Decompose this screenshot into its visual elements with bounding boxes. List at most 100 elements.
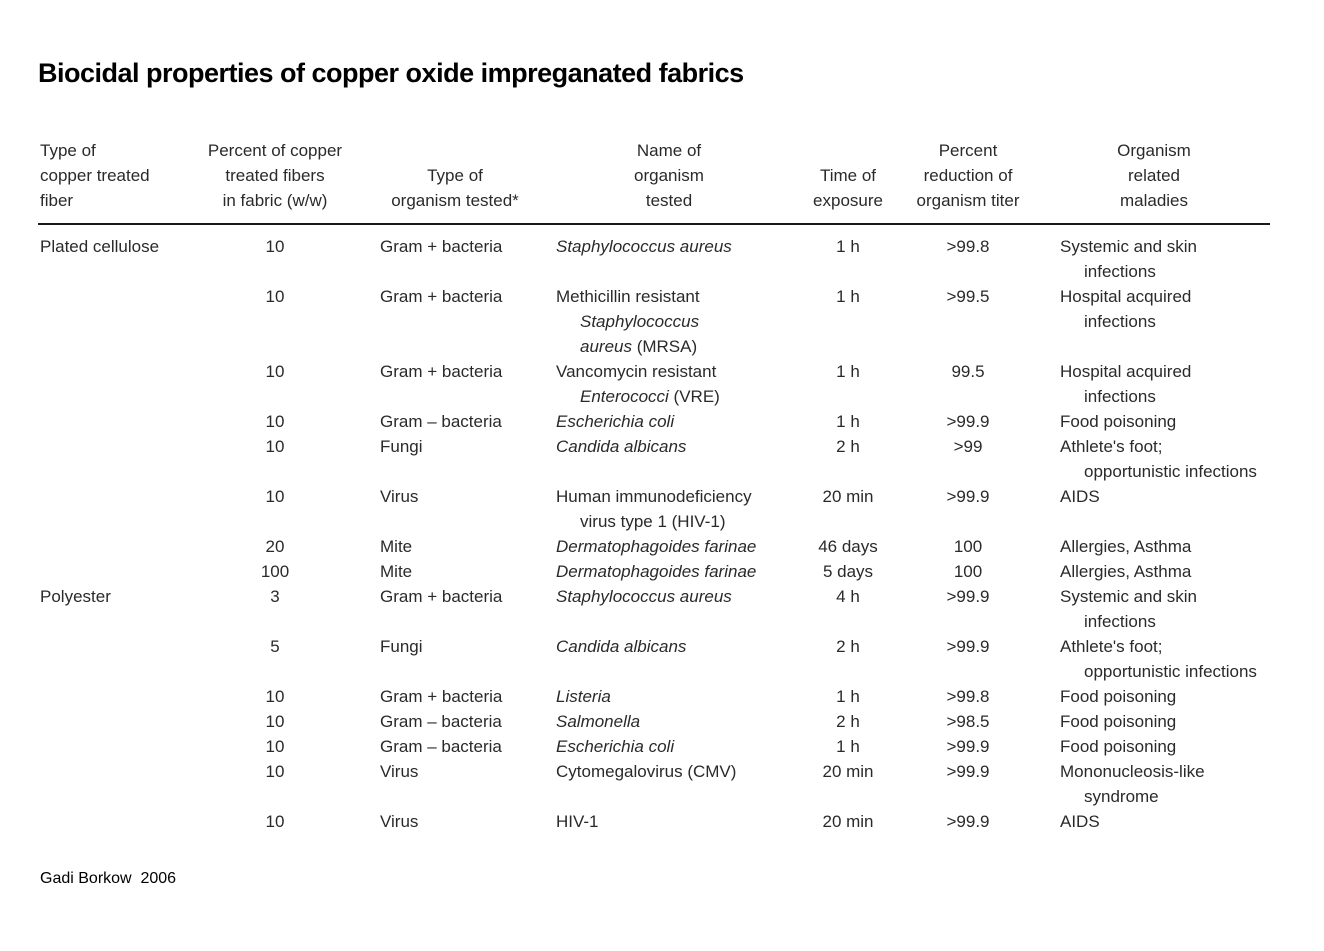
cell-line: AIDS [1060,812,1100,831]
table-row: 10 Gram – bacteria Escherichia coli 1 h >99.… [38,409,1270,434]
organism-name-italic: Escherichia coli [556,737,675,756]
cell-organism-name: Staphylococcus aureus [540,584,798,634]
cell-fiber-type [38,809,180,834]
cell-line: Dermatophagoides farinae [556,559,798,584]
cell-time-of-exposure: 46 days [818,537,878,556]
cell-percent-copper: 3 [270,587,280,606]
cell-line: Escherichia coli [556,734,798,759]
table-row: 100 Mite Dermatophagoides farinae 5 days 100… [38,559,1270,584]
cell-organism-type: Gram + bacteria [380,237,503,256]
organism-name-text: HIV-1 [556,812,599,831]
cell-percent-copper: 10 [265,487,285,506]
table-row: 10 Virus Cytomegalovirus (CMV) 20 min >99.9 M… [38,759,1270,809]
cell-organism-name: Vancomycin resistant Enterococci (VRE) [540,359,798,409]
cell-line: infections [1084,612,1156,631]
organism-name-italic: Escherichia coli [556,412,675,431]
page-title: Biocidal properties of copper oxide impr… [38,58,744,88]
cell-organism-maladies: Allergies, Asthma [1038,534,1270,559]
cell-organism-name: Listeria [540,684,798,709]
column-header: Name of organism tested [540,138,798,225]
cell-line: Athlete's foot; [1060,437,1163,456]
cell-percent-reduction: >99.9 [946,412,990,431]
cell-fiber-type: Plated cellulose [40,237,160,256]
cell-organism-name: Escherichia coli [540,409,798,434]
organism-name-italic: aureus [580,337,632,356]
cell-line: Athlete's foot; [1060,637,1163,656]
cell-organism-type: Gram + bacteria [380,287,503,306]
cell-line: Human immunodeficiency [556,484,798,509]
table-row: 20 Mite Dermatophagoides farinae 46 days 100… [38,534,1270,559]
cell-organism-type: Virus [380,487,419,506]
table-row: 10 Gram + bacteria Methicillin resistant St… [38,284,1270,359]
organism-name-italic: Salmonella [556,712,641,731]
cell-organism-name: Dermatophagoides farinae [540,559,798,584]
cell-line: HIV-1 [556,809,798,834]
cell-percent-copper: 20 [265,537,285,556]
cell-organism-type: Fungi [380,437,423,456]
column-header: Type of copper treated fiber [38,138,180,225]
cell-fiber-type [38,284,180,359]
cell-percent-reduction: >99 [953,437,983,456]
cell-line: infections [1084,312,1156,331]
cell-line: Candida albicans [556,434,798,459]
cell-percent-reduction: 100 [953,562,983,581]
organism-name-italic: Staphylococcus aureus [556,237,732,256]
credit-line: Gadi Borkow 2006 [40,870,177,887]
cell-organism-maladies: Mononucleosis-like syndrome [1038,759,1270,809]
cell-organism-type: Gram + bacteria [380,362,503,381]
cell-percent-reduction: >99.9 [946,762,990,781]
cell-percent-copper: 10 [265,287,285,306]
cell-line: Vancomycin resistant [556,359,798,384]
organism-name-italic: Dermatophagoides farinae [556,537,757,556]
table-header-row: Type of copper treated fiber Percent of c… [38,138,1270,225]
cell-line: infections [1084,262,1156,281]
cell-line: Systemic and skin [1060,237,1197,256]
cell-percent-copper: 5 [270,637,280,656]
cell-line: Hospital acquired [1060,287,1192,306]
cell-line: Enterococci (VRE) [556,384,798,409]
cell-organism-name: Methicillin resistant Staphylococcus aureu… [540,284,798,359]
cell-percent-copper: 10 [265,237,285,256]
cell-organism-maladies: AIDS [1038,809,1270,834]
cell-organism-type: Virus [380,812,419,831]
cell-percent-reduction: 99.5 [951,362,985,381]
cell-percent-reduction: >99.8 [946,687,990,706]
cell-organism-name: Salmonella [540,709,798,734]
cell-time-of-exposure: 20 min [822,487,874,506]
cell-time-of-exposure: 1 h [836,687,860,706]
cell-organism-type: Gram – bacteria [380,712,502,731]
cell-time-of-exposure: 2 h [836,437,860,456]
cell-organism-type: Gram + bacteria [380,687,503,706]
organism-name-text: (VRE) [668,387,720,406]
cell-line: Cytomegalovirus (CMV) [556,759,798,784]
cell-line: Allergies, Asthma [1060,562,1192,581]
cell-line: opportunistic infections [1084,462,1257,481]
cell-organism-maladies: Athlete's foot; opportunistic infections [1038,634,1270,684]
cell-line: Staphylococcus [556,309,798,334]
cell-percent-reduction: >99.8 [946,237,990,256]
cell-organism-type: Gram – bacteria [380,737,502,756]
organism-name-text: Human immunodeficiency [556,487,752,506]
cell-percent-reduction: >99.9 [946,637,990,656]
cell-time-of-exposure: 1 h [836,412,860,431]
cell-organism-maladies: Food poisoning [1038,734,1270,759]
cell-organism-name: HIV-1 [540,809,798,834]
organism-name-text: Methicillin resistant [556,287,700,306]
cell-percent-copper: 10 [265,687,285,706]
cell-percent-reduction: >99.9 [946,487,990,506]
cell-organism-name: Cytomegalovirus (CMV) [540,759,798,809]
cell-line: infections [1084,387,1156,406]
cell-line: Staphylococcus aureus [556,234,798,259]
cell-fiber-type [38,684,180,709]
cell-percent-copper: 10 [265,812,285,831]
cell-organism-name: Escherichia coli [540,734,798,759]
cell-percent-reduction: >99.9 [946,737,990,756]
cell-line: Food poisoning [1060,737,1177,756]
cell-fiber-type [38,484,180,534]
table-row: 10 Fungi Candida albicans 2 h >99 Athlete's f… [38,434,1270,484]
cell-percent-copper: 10 [265,412,285,431]
table-header: Type of copper treated fiber Percent of c… [38,138,1270,225]
cell-organism-type: Gram – bacteria [380,412,502,431]
organism-name-italic: Dermatophagoides farinae [556,562,757,581]
cell-percent-copper: 10 [265,762,285,781]
